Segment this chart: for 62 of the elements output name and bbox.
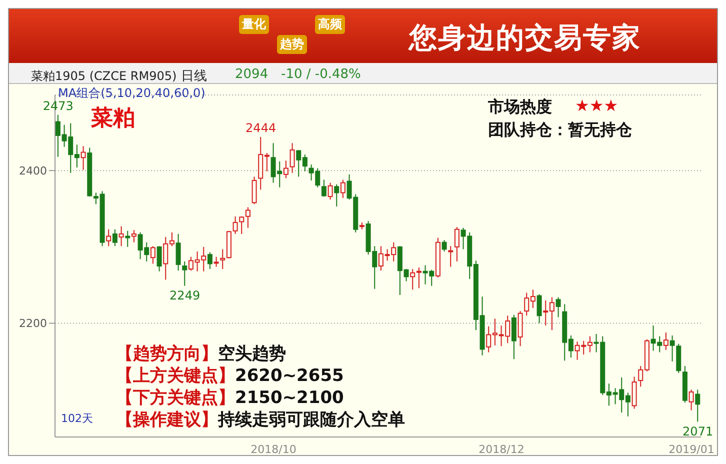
annotation: 【下方关键点】 — [116, 388, 235, 408]
annotation: 2473 — [42, 98, 74, 113]
x-tick-label: 2018/12 — [478, 442, 524, 456]
candlestick — [252, 176, 257, 205]
candlestick — [536, 294, 542, 324]
text: 高频 — [315, 15, 345, 34]
text: 量化 — [239, 15, 269, 34]
annotation: 102天 — [61, 411, 93, 426]
text: 趋势 — [277, 35, 307, 54]
annotation: 2071 — [682, 424, 714, 438]
chart-subtitle: 您身边的交易专家 — [409, 20, 641, 56]
candlestick — [290, 142, 295, 174]
candlestick — [695, 389, 700, 422]
annotation: 空头趋势 — [218, 344, 286, 364]
text: 菜粕 — [91, 105, 135, 133]
candlestick — [328, 182, 333, 200]
candlestick — [632, 376, 637, 410]
text: -10 / -0.48% — [281, 67, 361, 82]
candlestick — [663, 332, 668, 350]
candlestick — [321, 179, 326, 198]
candlestick — [182, 260, 188, 286]
annotation: 持续走弱可跟随介入空单 — [218, 410, 405, 430]
y-tick-label: 2200 — [19, 317, 47, 330]
candlestick — [125, 230, 130, 248]
candlestick — [334, 184, 340, 207]
annotation: 【趋势方向】 — [116, 344, 218, 364]
candlestick — [511, 314, 516, 360]
annotation: 2620~2655 — [235, 366, 344, 386]
candlestick — [106, 228, 112, 247]
candlestick — [556, 296, 561, 318]
annotation: 2150~2100 — [235, 388, 344, 408]
candlestick — [214, 256, 219, 268]
candlestick — [112, 228, 118, 247]
candlestick — [118, 226, 124, 247]
annotation: 团队持仓：暂无持仓 — [488, 120, 632, 141]
candlestick — [80, 146, 86, 170]
annotation: MA组合(5,10,20,40,60,0) — [58, 85, 206, 101]
candlestick — [448, 246, 454, 268]
annotation: ★★★ — [575, 96, 618, 115]
candlestick — [156, 246, 162, 272]
candlestick — [518, 310, 523, 347]
candlestick — [283, 160, 288, 179]
annotation: 【操作建议】 — [116, 410, 218, 430]
candlestick — [220, 248, 226, 270]
candlestick — [688, 389, 694, 411]
candlestick — [207, 252, 212, 270]
x-tick-label: 2018/10 — [250, 442, 296, 456]
text: 日线 — [181, 68, 207, 85]
text: 2094 — [235, 67, 268, 82]
text: 菜粕1905 (CZCE RM905) — [31, 68, 177, 85]
candlestick — [150, 246, 156, 264]
candlestick — [131, 230, 136, 243]
annotation: 【上方关键点】 — [116, 366, 235, 386]
candlestick — [176, 233, 181, 272]
annotation: 2444 — [246, 120, 276, 135]
candlestick — [454, 226, 460, 262]
y-tick-label: 2400 — [19, 164, 47, 178]
x-tick-label: 2019/01 — [668, 442, 714, 456]
annotation: 2249 — [170, 288, 200, 302]
candlestick — [340, 179, 346, 199]
candlestick — [442, 240, 447, 252]
annotation: 市场热度 — [488, 97, 552, 118]
